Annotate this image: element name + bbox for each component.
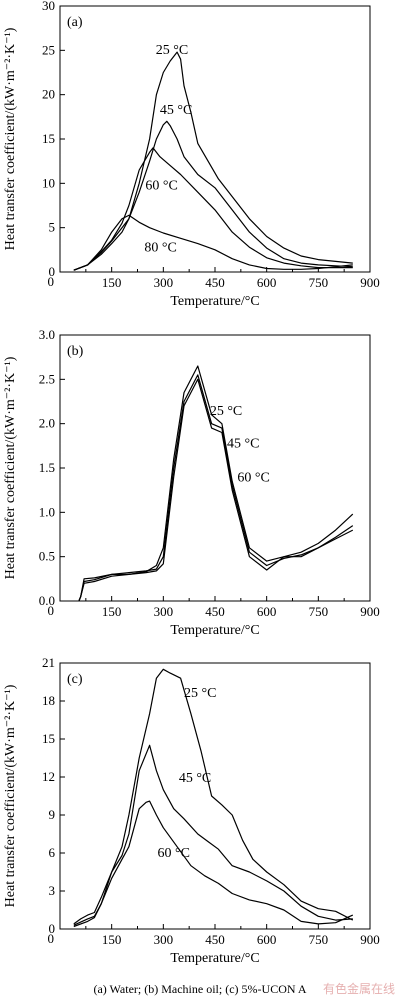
y-axis-label: Heat transfer coefficient/(kW·m⁻²·K⁻¹) [3, 684, 18, 907]
y-axis-label: Heat transfer coefficient/(kW·m⁻²·K⁻¹) [3, 356, 18, 579]
x-tick-label: 300 [154, 275, 174, 290]
chart-panel-2: 0 150 300 450 600 750 900 0.0 0.5 1.0 1.5 2.0 2.5 3.0… [3, 327, 380, 638]
series-line-1 [73, 668, 354, 925]
y-tick-label: 0.5 [39, 549, 55, 564]
panel-label: (c) [67, 672, 83, 687]
series-line-3 [78, 378, 354, 602]
series-label: 45 °C [160, 103, 192, 118]
y-tick-label: 0.0 [39, 593, 55, 608]
series-label: 60 °C [237, 470, 269, 485]
x-tick-label: 450 [205, 275, 225, 290]
y-tick-label: 1.0 [39, 504, 55, 519]
x-tick-label: 150 [102, 932, 122, 947]
x-tick-label: 0 [48, 603, 55, 618]
y-tick-label: 21 [42, 655, 55, 670]
plot-frame [59, 334, 371, 602]
series-line-3 [73, 147, 353, 271]
series-label: 80 °C [144, 241, 176, 256]
series-line-4 [73, 214, 353, 271]
series-label: 25 °C [210, 404, 242, 419]
x-axis-label: Temperature/°C [170, 951, 259, 966]
y-tick-label: 3 [49, 883, 56, 898]
y-tick-label: 30 [42, 0, 55, 13]
x-tick-label: 900 [360, 932, 380, 947]
series-label: 60 °C [145, 179, 177, 194]
chart-panel-1: 0 150 300 450 600 750 900 0 5 10 15 20 25 30 Temperatu… [3, 0, 380, 309]
y-tick-label: 2.0 [39, 416, 55, 431]
x-tick-label: 0 [48, 274, 55, 289]
y-tick-label: 1.5 [39, 460, 55, 475]
series-label: 25 °C [184, 686, 216, 701]
series-line-1 [73, 51, 353, 271]
y-axis-label: Heat transfer coefficient/(kW·m⁻²·K⁻¹) [3, 27, 18, 250]
x-tick-label: 600 [257, 932, 277, 947]
x-axis-label: Temperature/°C [170, 294, 259, 309]
series-line-1 [78, 365, 354, 602]
y-tick-label: 9 [49, 807, 56, 822]
watermark-text: 有色金属在线 [323, 981, 395, 996]
x-tick-label: 900 [360, 275, 380, 290]
y-tick-label: 15 [42, 131, 55, 146]
y-tick-label: 3.0 [39, 327, 55, 342]
series-line-2 [73, 744, 353, 926]
x-tick-label: 300 [154, 604, 174, 619]
x-tick-label: 750 [309, 275, 329, 290]
series-label: 45 °C [227, 437, 259, 452]
y-tick-label: 2.5 [39, 371, 55, 386]
panel-label: (a) [67, 15, 83, 30]
x-tick-label: 150 [102, 275, 122, 290]
series-line-3 [73, 800, 354, 928]
chart-panels: 0 150 300 450 600 750 900051015202530Temperatu… [3, 0, 380, 966]
x-tick-label: 900 [360, 604, 380, 619]
y-tick-label: 20 [42, 87, 55, 102]
figure-caption: (a) Water; (b) Machine oil; (c) 5%-UCON … [93, 982, 306, 996]
x-tick-label: 750 [309, 604, 329, 619]
y-tick-label: 5 [49, 220, 56, 235]
x-axis-label: Temperature/°C [170, 623, 259, 638]
panel-label: (b) [67, 344, 84, 359]
y-tick-label: 6 [49, 845, 56, 860]
x-tick-label: 750 [309, 932, 329, 947]
x-tick-label: 450 [205, 932, 225, 947]
y-tick-label: 12 [42, 769, 55, 784]
y-tick-label: 0 [49, 921, 56, 936]
series-label: 25 °C [156, 43, 188, 58]
series-label: 45 °C [179, 771, 211, 786]
x-tick-label: 600 [257, 275, 277, 290]
y-tick-label: 0 [49, 264, 56, 279]
plot-frame [59, 5, 371, 273]
y-tick-label: 25 [42, 42, 55, 57]
y-tick-label: 18 [42, 693, 55, 708]
y-tick-label: 15 [42, 731, 55, 746]
chart-panel-3: 0 150 300 450 600 750 900 0 3 6 9 12 15 18 21 Temperatu… [3, 655, 380, 966]
x-tick-label: 300 [154, 932, 174, 947]
x-tick-label: 0 [48, 931, 55, 946]
y-tick-label: 10 [42, 175, 55, 190]
x-tick-label: 450 [205, 604, 225, 619]
series-label: 60 °C [157, 846, 189, 861]
series-line-2 [73, 120, 353, 271]
x-tick-label: 600 [257, 604, 277, 619]
x-tick-label: 150 [102, 604, 122, 619]
